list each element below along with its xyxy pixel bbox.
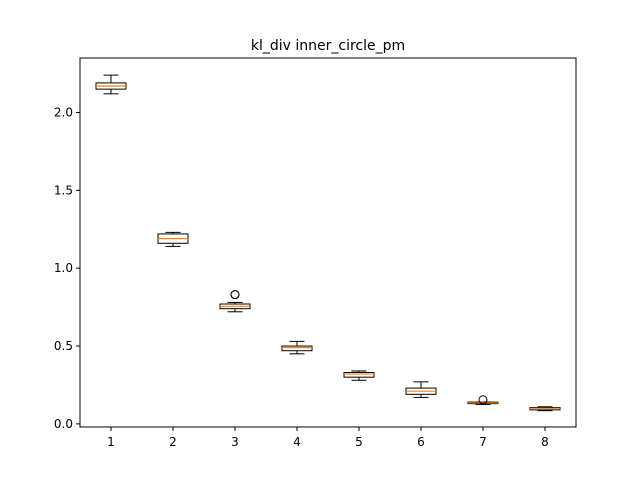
x-tick-label: 8: [541, 435, 549, 449]
y-tick-label: 0.0: [54, 417, 73, 431]
x-tick-label: 7: [479, 435, 487, 449]
plot-area: 0.0 0.5 1.0 1.5 2.0 1 2 3 4 5 6 7 8: [54, 74, 561, 449]
x-tick-label: 4: [293, 435, 301, 449]
x-tick-label: 1: [107, 435, 115, 449]
x-tick-label: 5: [355, 435, 363, 449]
outlier-point: [478, 395, 488, 405]
y-tick-label: 0.5: [54, 339, 73, 353]
y-tick-label: 2.0: [54, 105, 73, 119]
x-tick-label: 3: [231, 435, 239, 449]
chart-title: kl_div inner_circle_pm: [251, 38, 405, 54]
x-tick-label: 6: [417, 435, 425, 449]
axes-frame: [79, 57, 577, 428]
y-tick-label: 1.0: [54, 261, 73, 275]
y-tick-label: 1.5: [54, 183, 73, 197]
box: [281, 345, 313, 352]
x-tick-label: 2: [169, 435, 177, 449]
box: [343, 372, 375, 378]
outlier-point: [230, 290, 240, 300]
